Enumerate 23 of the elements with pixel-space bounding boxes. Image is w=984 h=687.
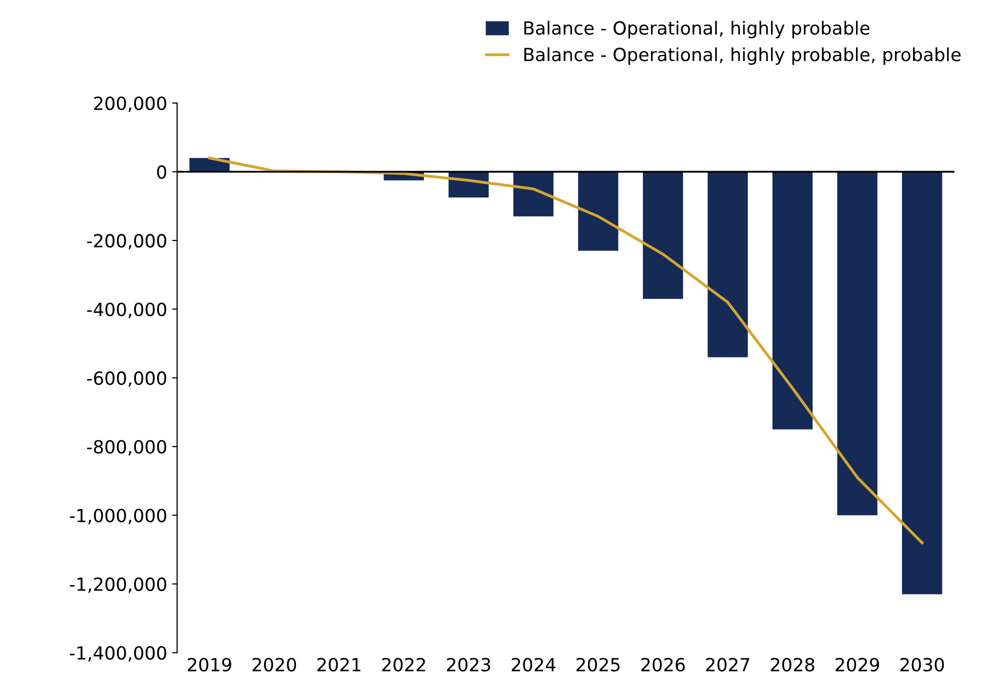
y-tick-label: -600,000 [87,371,166,387]
y-tick-label: -400,000 [87,302,166,318]
x-tick-label: 2026 [641,658,685,672]
x-tick-label: 2020 [252,658,296,672]
legend-label: Balance - Operational, highly probable, probable [524,47,961,65]
y-tick-label: 0 [157,165,166,179]
x-tick-label: 2029 [836,658,880,672]
x-tick-label: 2024 [512,658,556,672]
x-tick-label: 2030 [900,658,944,672]
y-tick-label: 200,000 [94,96,166,112]
x-tick-label: 2027 [706,658,750,672]
x-tick-label: 2019 [188,658,232,672]
x-tick-label: 2023 [446,658,490,672]
x-tick-label: 2021 [317,658,360,672]
x-tick-label: 2022 [382,658,426,672]
y-tick-label: -200,000 [87,234,166,250]
x-tick-label: 2025 [576,658,620,672]
y-tick-label: -1,400,000 [70,646,166,662]
x-tick-label: 2028 [770,658,814,672]
y-tick-label: -800,000 [87,440,166,456]
y-tick-label: -1,200,000 [70,577,166,593]
y-tick-label: -1,000,000 [70,508,166,524]
legend-label: Balance - Operational, highly probable [524,20,870,38]
